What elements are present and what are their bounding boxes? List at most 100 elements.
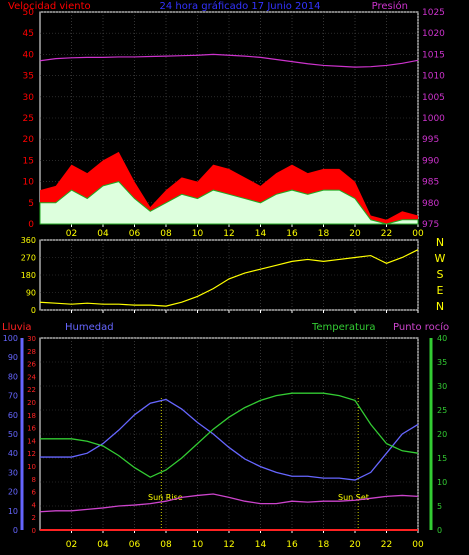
y-tick-label-direction: 0 (31, 306, 36, 315)
x-tick-label: 10 (192, 229, 204, 239)
x-tick-label: 02 (66, 540, 77, 550)
y-tick-label-rain: 20 (27, 399, 36, 407)
compass-label: E (437, 284, 444, 297)
y-tick-label-rain: 10 (27, 463, 36, 471)
y-tick-label-humidity: 80 (8, 372, 18, 381)
x-tick-label: 18 (318, 540, 330, 550)
x-tick-label: 06 (129, 229, 141, 239)
y-tick-label-temperature: 10 (437, 478, 447, 487)
series-humidity (40, 398, 419, 481)
y-tick-label-wind: 10 (23, 178, 35, 188)
x-tick-label: 20 (349, 229, 361, 239)
y-tick-label-humidity: 20 (8, 488, 18, 497)
wind-speed-label: Velocidad viento (8, 1, 91, 12)
y-tick-label-wind: 20 (23, 135, 35, 145)
y-tick-label-humidity: 40 (8, 449, 18, 458)
y-tick-label-direction: 90 (26, 289, 36, 298)
y-tick-label-temperature: 35 (437, 358, 447, 367)
y-tick-label-direction: 270 (21, 254, 36, 263)
temperature-label: Temperatura (311, 322, 376, 333)
y-tick-label-pressure: 1000 (422, 114, 445, 124)
y-tick-label-humidity: 100 (3, 334, 18, 343)
x-tick-label: 20 (349, 540, 361, 550)
x-tick-label: 22 (381, 540, 392, 550)
x-tick-label: 18 (318, 229, 330, 239)
compass-label: W (435, 252, 446, 265)
y-tick-label-rain: 16 (27, 425, 36, 433)
x-tick-label: 14 (255, 540, 267, 550)
y-tick-label-rain: 8 (32, 476, 36, 484)
y-tick-label-direction: 180 (21, 271, 36, 280)
y-tick-label-humidity: 50 (8, 430, 18, 439)
x-tick-label: 12 (223, 229, 234, 239)
humidity-label: Humedad (65, 322, 114, 333)
x-tick-label: 12 (223, 540, 234, 550)
series-temperature (40, 392, 419, 478)
y-tick-label-temperature: 25 (437, 406, 447, 415)
y-tick-label-direction: 360 (21, 236, 36, 245)
y-tick-label-pressure: 995 (422, 135, 439, 145)
y-tick-label-temperature: 15 (437, 454, 447, 463)
x-tick-label: 06 (129, 540, 141, 550)
rain-label: Lluvia (2, 322, 32, 333)
y-tick-label-pressure: 985 (422, 178, 439, 188)
y-tick-label-pressure: 1020 (422, 29, 445, 39)
y-tick-label-temperature: 5 (437, 502, 442, 511)
y-tick-label-temperature: 40 (437, 334, 447, 343)
y-tick-label-wind: 40 (23, 50, 35, 60)
y-tick-label-pressure: 980 (422, 199, 439, 209)
y-tick-label-wind: 25 (23, 114, 34, 124)
y-tick-label-wind: 5 (28, 199, 34, 209)
y-tick-label-rain: 24 (27, 373, 36, 381)
dewpoint-label: Punto rocío (393, 321, 449, 333)
y-tick-label-pressure: 1010 (422, 72, 445, 82)
chart-title: 24 hora gráficado 17 Junio 2014 (160, 0, 321, 12)
x-tick-label: 00 (412, 229, 424, 239)
y-tick-label-rain: 26 (27, 361, 36, 369)
x-tick-label: 02 (66, 229, 77, 239)
sunset-annotation: Sun Set (338, 493, 369, 502)
series-direction (39, 249, 419, 307)
y-tick-label-humidity: 90 (8, 353, 18, 362)
x-tick-label: 16 (286, 540, 298, 550)
x-tick-label: 08 (160, 540, 172, 550)
y-tick-label-wind: 45 (23, 29, 34, 39)
x-tick-label: 08 (160, 229, 172, 239)
y-tick-label-pressure: 1005 (422, 93, 445, 103)
y-tick-label-rain: 30 (27, 335, 36, 343)
y-tick-label-rain: 14 (27, 437, 36, 445)
compass-label: N (436, 300, 444, 313)
y-tick-label-rain: 28 (27, 348, 36, 356)
x-tick-label: 14 (255, 229, 267, 239)
y-tick-label-rain: 2 (32, 514, 36, 522)
y-tick-label-wind: 0 (28, 220, 34, 230)
y-tick-label-rain: 22 (27, 386, 36, 394)
y-tick-label-rain: 18 (27, 412, 36, 420)
compass-label: N (436, 236, 444, 249)
y-tick-label-humidity: 10 (8, 507, 18, 516)
series-wind-speed (39, 181, 419, 225)
y-tick-label-wind: 15 (23, 156, 34, 166)
y-tick-label-humidity: 0 (13, 526, 18, 535)
x-tick-label: 00 (412, 540, 424, 550)
y-tick-label-rain: 0 (32, 527, 36, 535)
x-tick-label: 04 (97, 540, 109, 550)
y-tick-label-rain: 4 (32, 501, 37, 509)
y-tick-label-pressure: 975 (422, 220, 439, 230)
y-tick-label-temperature: 20 (437, 430, 447, 439)
pressure-label: Presión (372, 0, 408, 12)
compass-label: S (437, 268, 444, 281)
y-tick-label-wind: 50 (23, 8, 35, 18)
x-tick-label: 10 (192, 540, 204, 550)
x-tick-label: 04 (97, 229, 109, 239)
y-tick-label-humidity: 30 (8, 468, 18, 477)
y-tick-label-humidity: 70 (8, 392, 18, 401)
y-tick-label-rain: 12 (27, 450, 36, 458)
y-tick-label-pressure: 1015 (422, 50, 445, 60)
sunrise-annotation: Sun Rise (148, 493, 183, 502)
y-tick-label-temperature: 0 (437, 526, 442, 535)
y-tick-label-pressure: 1025 (422, 8, 445, 18)
series-dewpoint (39, 493, 419, 513)
y-tick-label-rain: 6 (32, 489, 37, 497)
